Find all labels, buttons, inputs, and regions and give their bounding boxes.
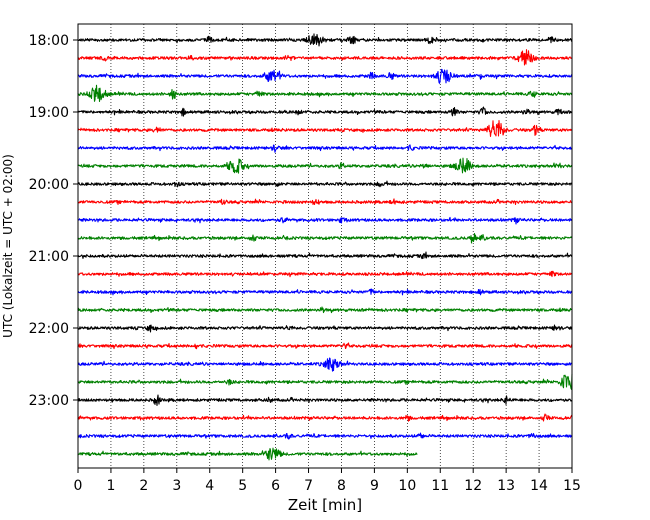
trace-2000 bbox=[77, 180, 573, 188]
trace-2245 bbox=[77, 374, 573, 390]
trace-1930 bbox=[77, 144, 573, 153]
x-tick-label: 6 bbox=[271, 478, 280, 494]
x-tick-label: 3 bbox=[172, 478, 181, 494]
x-tick-label: 12 bbox=[464, 478, 482, 494]
trace-1830 bbox=[77, 68, 573, 84]
trace-1800 bbox=[77, 33, 573, 47]
trace-2200 bbox=[77, 324, 573, 333]
trace-2015 bbox=[77, 198, 573, 206]
trace-2100 bbox=[77, 251, 573, 260]
x-axis-ticks: 0 1 2 3 4 5 6 7 8 9 10 11 12 13 14 15 bbox=[74, 468, 581, 494]
trace-2145 bbox=[77, 306, 573, 314]
x-tick-label: 11 bbox=[431, 478, 449, 494]
y-tick-label: 23:00 bbox=[29, 393, 69, 409]
x-axis-label: Zeit [min] bbox=[288, 496, 362, 514]
grid-lines bbox=[110, 24, 540, 468]
x-tick-label: 8 bbox=[337, 478, 346, 494]
y-axis-label: UTC (Lokalzeit = UTC + 02:00) bbox=[1, 154, 15, 338]
y-tick-label: 21:00 bbox=[29, 249, 69, 265]
x-tick-label: 2 bbox=[139, 478, 148, 494]
x-tick-label: 7 bbox=[304, 478, 313, 494]
trace-1845 bbox=[77, 84, 573, 103]
x-tick-label: 4 bbox=[205, 478, 214, 494]
x-tick-label: 15 bbox=[563, 478, 581, 494]
trace-1900 bbox=[77, 106, 573, 117]
x-tick-label: 14 bbox=[530, 478, 548, 494]
trace-1815 bbox=[77, 49, 573, 66]
trace-2345 bbox=[77, 447, 418, 461]
y-axis-ticks: 18:00 19:00 20:00 21:00 22:00 23:00 bbox=[29, 33, 78, 409]
y-tick-label: 18:00 bbox=[29, 33, 69, 49]
x-tick-label: 9 bbox=[370, 478, 379, 494]
trace-2130 bbox=[77, 288, 573, 296]
y-tick-label: 20:00 bbox=[29, 177, 69, 193]
trace-2300 bbox=[77, 394, 573, 407]
y-tick-label: 19:00 bbox=[29, 105, 69, 121]
trace-2315 bbox=[77, 413, 573, 422]
trace-1945 bbox=[77, 157, 573, 174]
x-tick-label: 10 bbox=[398, 478, 416, 494]
x-tick-label: 13 bbox=[497, 478, 515, 494]
trace-2330 bbox=[77, 432, 573, 440]
plot-frame bbox=[77, 23, 573, 469]
x-tick-label: 1 bbox=[106, 478, 115, 494]
x-tick-label: 0 bbox=[74, 478, 83, 494]
x-tick-label: 5 bbox=[238, 478, 247, 494]
trace-2215 bbox=[77, 342, 573, 350]
trace-2045 bbox=[77, 233, 573, 244]
trace-2230 bbox=[77, 357, 573, 372]
y-tick-label: 22:00 bbox=[29, 321, 69, 337]
trace-2030 bbox=[77, 216, 573, 225]
seismic-traces bbox=[77, 33, 573, 461]
trace-2115 bbox=[77, 270, 573, 278]
trace-1915 bbox=[77, 120, 573, 137]
